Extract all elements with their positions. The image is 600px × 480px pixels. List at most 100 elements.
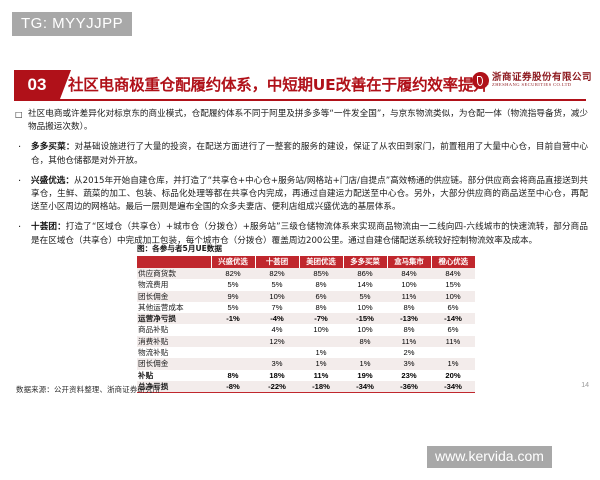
table-column-header: 橙心优选: [431, 256, 475, 268]
bullet-text: 多多买菜：对基础设施进行了大量的投资，在配送方面进行了一整套的服务的建设，保证了…: [31, 141, 588, 167]
table-cell: [211, 347, 255, 359]
table-cell: 7%: [255, 301, 299, 314]
bullet-lead-label: 十荟团：: [31, 222, 66, 233]
bullet-text: 十荟团：打造了“区域仓（共享仓）+城市仓（分拨仓）+服务站”三级仓储物流体系来实…: [31, 221, 588, 247]
table-cell: 6%: [299, 290, 343, 302]
table-cell: 4%: [255, 324, 299, 336]
bullet-body-text: 从2015年开始自建仓库，并打造了“共享仓+中心仓+服务站/网格站+门店/自提点…: [31, 175, 588, 213]
table-row-label: 补贴: [137, 369, 211, 381]
table-column-header: 多多买菜: [343, 256, 388, 268]
table-row: 消费补贴 12% 8% 11% 11%: [137, 335, 475, 348]
table-cell: 19%: [343, 369, 387, 381]
table-cell: 15%: [431, 279, 475, 291]
table-cell: 20%: [431, 369, 475, 381]
page-number: 14: [581, 382, 589, 389]
bullet-lead-label: 多多买菜：: [31, 142, 75, 153]
body-content: □ 社区电商或许差异化对标京东的商业模式，仓配履约体系不同于阿里及拼多多等“一件…: [14, 108, 588, 255]
bullet-text: 社区电商或许差异化对标京东的商业模式，仓配履约体系不同于阿里及拼多多等“一件发全…: [28, 108, 588, 134]
table-cell: [343, 347, 387, 359]
table-row: 物流费用 5% 5% 8% 14% 10% 15%: [137, 279, 475, 291]
table-cell: 3%: [255, 358, 299, 370]
bullet-text: 兴盛优选：从2015年开始自建仓库，并打造了“共享仓+中心仓+服务站/网格站+门…: [31, 175, 588, 215]
table-cell: 11%: [431, 335, 475, 348]
table-cell: 10%: [387, 279, 431, 291]
table-row-label: 供应商货款: [137, 268, 211, 280]
table-cell: 82%: [255, 268, 299, 280]
table-cell: 5%: [343, 290, 387, 302]
bullet-item: □ 社区电商或许差异化对标京东的商业模式，仓配履约体系不同于阿里及拼多多等“一件…: [14, 108, 588, 134]
table-cell: -22%: [255, 380, 299, 393]
table-cell: -34%: [343, 380, 387, 393]
table-cell: 12%: [255, 335, 299, 348]
table-cell: 82%: [211, 268, 255, 280]
table-cell: 5%: [211, 279, 255, 291]
table-cell: 1%: [343, 358, 387, 370]
table-cell: 5%: [211, 301, 255, 314]
dot-bullet-icon: ·: [18, 222, 22, 234]
table-row-label: 团长佣金: [137, 358, 211, 370]
table-row-label: 团长佣金: [137, 290, 211, 302]
table-cell: 11%: [299, 369, 343, 381]
ue-data-table: 兴盛优选 十荟团 美团优选 多多买菜 盒马集市 橙心优选 供应商货款 82% 82% 85% 86…: [137, 256, 475, 393]
table-row: 物流补贴 1% 2%: [137, 347, 475, 359]
table-cell: 5%: [255, 279, 299, 291]
table-row: 总净亏损 -8% -22% -18% -34% -36% -34%: [137, 380, 475, 393]
table-cell: 1%: [431, 358, 475, 370]
logo-text-block: 浙商证券股份有限公司 ZHESHANG SECURITIES CO.LTD: [492, 73, 592, 88]
table-bottom-divider: [137, 392, 475, 394]
table-cell: -34%: [431, 380, 475, 393]
ue-data-figure: 图：各参与者5月UE数据 兴盛优选 十荟团 美团优选 多多买菜 盒马集市 橙心优选 供应商…: [137, 243, 475, 394]
table-cell: -7%: [299, 313, 343, 325]
table-column-header: 十荟团: [255, 256, 300, 268]
dot-bullet-icon: ·: [18, 142, 22, 154]
table-cell: 8%: [211, 369, 255, 381]
data-source-note: 数据来源：公开资料整理、浙商证券研究所: [16, 385, 161, 394]
figure-caption: 图：各参与者5月UE数据: [137, 244, 222, 253]
table-cell: -18%: [299, 380, 343, 393]
table-cell: -14%: [431, 313, 475, 325]
table-cell: 10%: [343, 301, 387, 314]
site-watermark: www.kervida.com: [427, 446, 552, 468]
slide-header: 03 社区电商极重仓配履约体系，中短期UE改善在于履约效率提升: [0, 70, 600, 101]
telegram-watermark-tag: TG: MYYJJPP: [12, 12, 133, 37]
table-cell: -13%: [387, 313, 431, 325]
table-cell: 10%: [299, 324, 343, 336]
table-cell: 1%: [299, 358, 343, 370]
table-cell: 2%: [387, 347, 431, 359]
table-corner-cell: [137, 256, 212, 268]
table-row: 商品补贴 4% 10% 10% 8% 6%: [137, 324, 475, 336]
table-cell: 1%: [299, 347, 343, 359]
table-cell: 10%: [431, 290, 475, 302]
table-cell: -1%: [211, 313, 255, 325]
table-row: 运营净亏损 -1% -4% -7% -15% -13% -14%: [137, 313, 475, 325]
dot-bullet-icon: ·: [18, 175, 22, 187]
table-column-header: 盒马集市: [387, 256, 432, 268]
table-cell: [255, 347, 299, 359]
table-cell: -8%: [211, 380, 255, 393]
square-bullet-icon: □: [15, 110, 23, 119]
table-cell: -4%: [255, 313, 299, 325]
company-logo: 浙商证券股份有限公司 ZHESHANG SECURITIES CO.LTD: [471, 72, 592, 89]
table-cell: [211, 335, 255, 348]
section-number-badge: 03: [14, 70, 71, 99]
page-title: 社区电商极重仓配履约体系，中短期UE改善在于履约效率提升: [68, 76, 489, 94]
table-row-label: 总净亏损: [137, 380, 211, 393]
table-header: 兴盛优选 十荟团 美团优选 多多买菜 盒马集市 橙心优选: [137, 256, 475, 268]
table-column-header: 兴盛优选: [211, 256, 256, 268]
table-body: 供应商货款 82% 82% 85% 86% 84% 84% 物流费用 5% 5% 8% 14% 10% 1…: [137, 268, 475, 393]
bullet-item: · 十荟团：打造了“区域仓（共享仓）+城市仓（分拨仓）+服务站”三级仓储物流体系…: [14, 221, 588, 247]
table-row: 团长佣金 9% 10% 6% 5% 11% 10%: [137, 290, 475, 302]
table-cell: -36%: [387, 380, 431, 393]
logo-company-name-cn: 浙商证券股份有限公司: [491, 71, 592, 83]
table-cell: 10%: [343, 324, 387, 336]
table-cell: 11%: [387, 290, 431, 302]
table-cell: 3%: [387, 358, 431, 370]
bullet-body-text: 对基础设施进行了大量的投资，在配送方面进行了一整套的服务的建设，保证了从农田到家…: [31, 142, 588, 166]
table-cell: 86%: [343, 268, 387, 280]
table-cell: 8%: [387, 301, 431, 314]
table-cell: [211, 324, 255, 336]
table-cell: 14%: [343, 279, 387, 291]
table-cell: 8%: [343, 335, 387, 348]
table-cell: 84%: [431, 268, 475, 280]
table-row: 供应商货款 82% 82% 85% 86% 84% 84%: [137, 268, 475, 280]
